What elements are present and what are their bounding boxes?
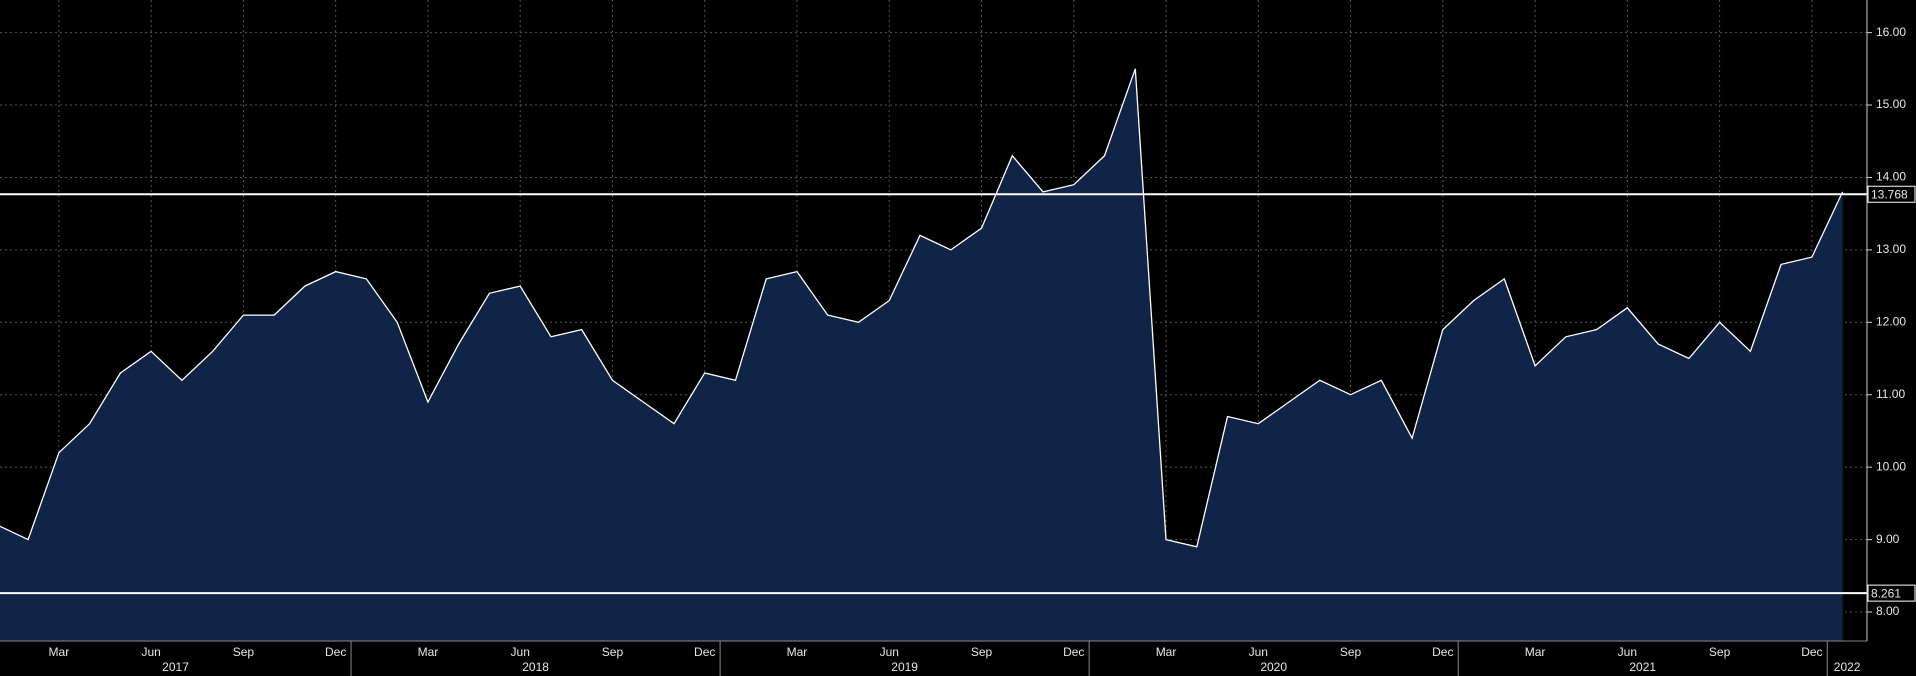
x-tick-label: Jun: [880, 645, 899, 659]
x-tick-label: Sep: [971, 645, 993, 659]
year-label: 2018: [522, 660, 549, 674]
year-label: 2022: [1834, 660, 1861, 674]
y-tick-label: 8.00: [1876, 604, 1900, 618]
x-tick-label: Mar: [418, 645, 439, 659]
x-tick-label: Sep: [1340, 645, 1362, 659]
x-tick-label: Jun: [1618, 645, 1637, 659]
x-tick-label: Dec: [325, 645, 346, 659]
y-tick-label: 12.00: [1876, 314, 1906, 328]
price-line: [0, 68, 1844, 548]
year-label: 2020: [1260, 660, 1287, 674]
x-tick-label: Jun: [141, 645, 160, 659]
y-tick-label: 10.00: [1876, 459, 1906, 473]
x-tick-label: Mar: [1156, 645, 1177, 659]
x-tick-label: Mar: [787, 645, 808, 659]
x-tick-label: Mar: [1525, 645, 1546, 659]
area: [0, 68, 1843, 641]
x-tick-label: Dec: [694, 645, 715, 659]
reference-label: 13.768: [1871, 187, 1908, 201]
x-tick-label: Sep: [1709, 645, 1731, 659]
y-tick-label: 15.00: [1876, 97, 1906, 111]
y-tick-label: 11.00: [1876, 387, 1905, 401]
x-tick-label: Dec: [1801, 645, 1822, 659]
x-tick-label: Dec: [1432, 645, 1453, 659]
y-tick-label: 14.00: [1876, 170, 1906, 184]
x-tick-label: Mar: [49, 645, 70, 659]
reference-label-box: [1867, 584, 1916, 602]
reference-label-box: [1867, 185, 1916, 203]
reference-label: 8.261: [1871, 586, 1901, 600]
x-tick-label: Jun: [1249, 645, 1268, 659]
y-tick-label: 13.00: [1876, 242, 1906, 256]
x-tick-label: Sep: [602, 645, 624, 659]
x-tick-label: Dec: [1063, 645, 1084, 659]
year-label: 2019: [891, 660, 918, 674]
y-tick-label: 16.00: [1876, 25, 1906, 39]
year-label: 2017: [162, 660, 189, 674]
year-label: 2021: [1629, 660, 1656, 674]
x-tick-label: Sep: [233, 645, 255, 659]
y-tick-label: 9.00: [1876, 532, 1900, 546]
x-tick-label: Jun: [511, 645, 530, 659]
